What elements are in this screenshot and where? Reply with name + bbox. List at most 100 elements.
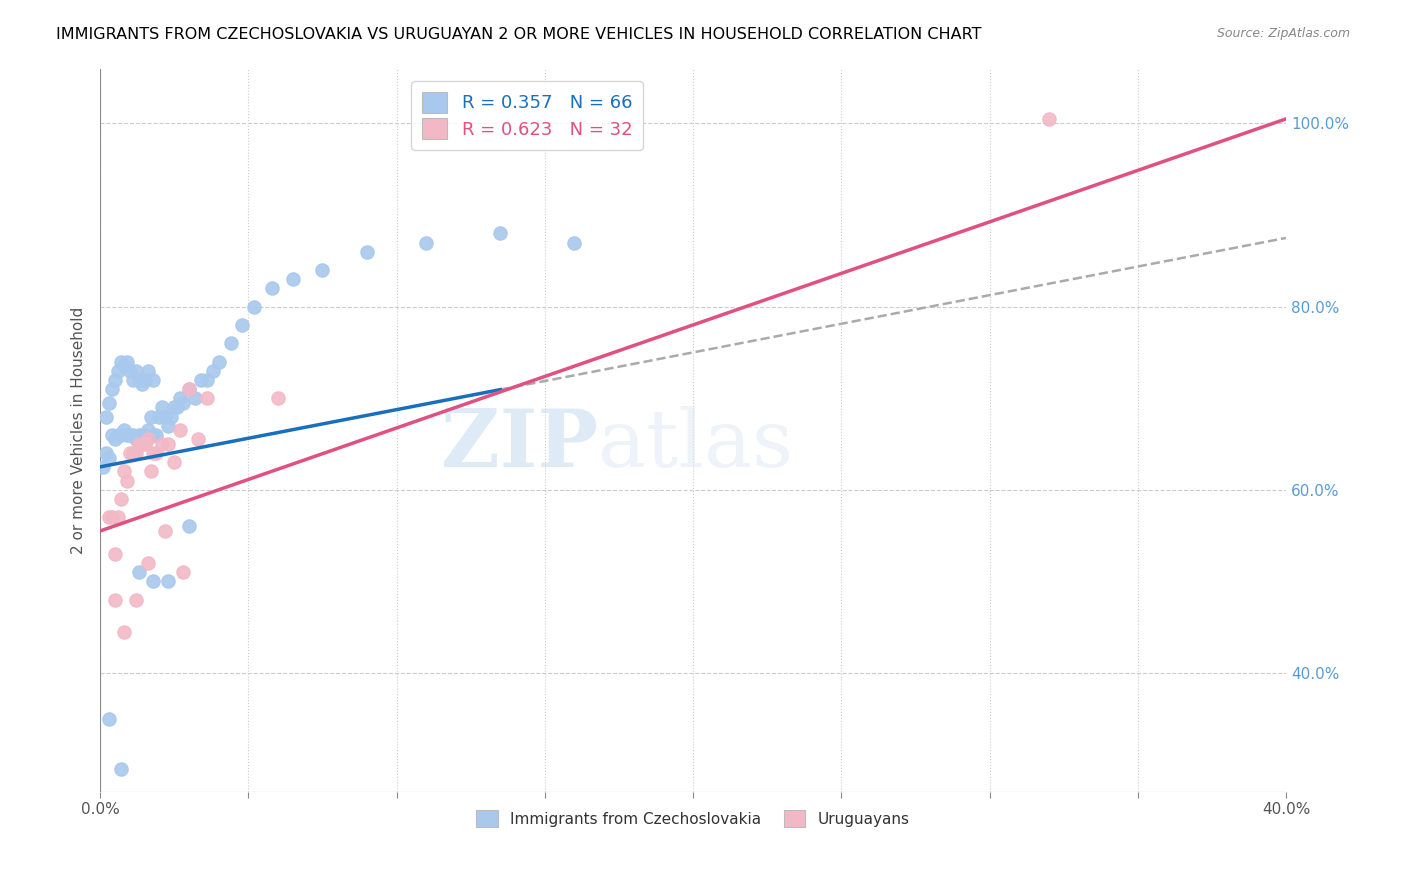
Point: [101, 510, 124, 524]
Point: [231, 318, 253, 332]
Point: [98, 510, 121, 524]
Point: [136, 364, 159, 378]
Point: [157, 574, 180, 589]
Point: [134, 427, 156, 442]
Point: [131, 437, 153, 451]
Point: [155, 524, 177, 538]
Point: [104, 547, 127, 561]
Point: [128, 437, 150, 451]
Point: [267, 391, 290, 405]
Point: [118, 364, 141, 378]
Point: [163, 401, 186, 415]
Point: [134, 437, 156, 451]
Text: IMMIGRANTS FROM CZECHOSLOVAKIA VS URUGUAYAN 2 OR MORE VEHICLES IN HOUSEHOLD CORR: IMMIGRANTS FROM CZECHOSLOVAKIA VS URUGUA…: [56, 27, 981, 42]
Point: [142, 427, 165, 442]
Point: [134, 373, 156, 387]
Point: [155, 409, 177, 424]
Point: [98, 712, 121, 726]
Point: [281, 272, 304, 286]
Point: [142, 574, 165, 589]
Point: [112, 465, 135, 479]
Point: [1038, 112, 1060, 126]
Point: [131, 377, 153, 392]
Point: [112, 624, 135, 639]
Point: [115, 427, 138, 442]
Point: [208, 354, 231, 368]
Point: [169, 391, 191, 405]
Point: [112, 359, 135, 373]
Text: Source: ZipAtlas.com: Source: ZipAtlas.com: [1216, 27, 1350, 40]
Point: [564, 235, 586, 250]
Y-axis label: 2 or more Vehicles in Household: 2 or more Vehicles in Household: [72, 307, 86, 554]
Point: [98, 450, 121, 465]
Point: [262, 281, 284, 295]
Point: [125, 433, 148, 447]
Point: [118, 427, 141, 442]
Point: [139, 409, 162, 424]
Point: [148, 409, 170, 424]
Point: [489, 227, 512, 241]
Point: [128, 427, 150, 442]
Point: [107, 510, 129, 524]
Point: [125, 446, 148, 460]
Point: [177, 382, 200, 396]
Point: [172, 565, 194, 579]
Point: [118, 446, 141, 460]
Point: [150, 401, 173, 415]
Point: [177, 382, 200, 396]
Point: [110, 427, 132, 442]
Point: [243, 300, 266, 314]
Point: [139, 465, 162, 479]
Point: [190, 373, 212, 387]
Point: [91, 459, 114, 474]
Point: [94, 446, 117, 460]
Point: [172, 396, 194, 410]
Point: [125, 592, 148, 607]
Point: [356, 244, 378, 259]
Point: [195, 373, 218, 387]
Point: [195, 391, 218, 405]
Point: [121, 373, 143, 387]
Point: [107, 364, 129, 378]
Point: [101, 427, 124, 442]
Text: atlas: atlas: [598, 406, 793, 483]
Legend: Immigrants from Czechoslovakia, Uruguayans: Immigrants from Czechoslovakia, Uruguaya…: [468, 802, 917, 835]
Point: [184, 391, 207, 405]
Point: [104, 373, 127, 387]
Point: [145, 446, 167, 460]
Point: [169, 423, 191, 437]
Point: [219, 336, 242, 351]
Point: [160, 409, 183, 424]
Point: [104, 592, 127, 607]
Point: [128, 565, 150, 579]
Point: [311, 263, 333, 277]
Point: [107, 427, 129, 442]
Point: [101, 382, 124, 396]
Point: [121, 446, 143, 460]
Point: [166, 401, 188, 415]
Point: [110, 491, 132, 506]
Point: [142, 446, 165, 460]
Point: [150, 437, 173, 451]
Point: [163, 455, 186, 469]
Point: [157, 437, 180, 451]
Point: [98, 396, 121, 410]
Point: [128, 373, 150, 387]
Point: [112, 423, 135, 437]
Point: [94, 409, 117, 424]
Point: [110, 762, 132, 776]
Point: [136, 423, 159, 437]
Point: [142, 373, 165, 387]
Point: [115, 474, 138, 488]
Point: [131, 427, 153, 442]
Text: ZIP: ZIP: [441, 406, 598, 483]
Point: [157, 418, 180, 433]
Point: [201, 364, 224, 378]
Point: [145, 427, 167, 442]
Point: [415, 235, 437, 250]
Point: [136, 556, 159, 570]
Point: [121, 427, 143, 442]
Point: [187, 433, 209, 447]
Point: [136, 433, 159, 447]
Point: [115, 354, 138, 368]
